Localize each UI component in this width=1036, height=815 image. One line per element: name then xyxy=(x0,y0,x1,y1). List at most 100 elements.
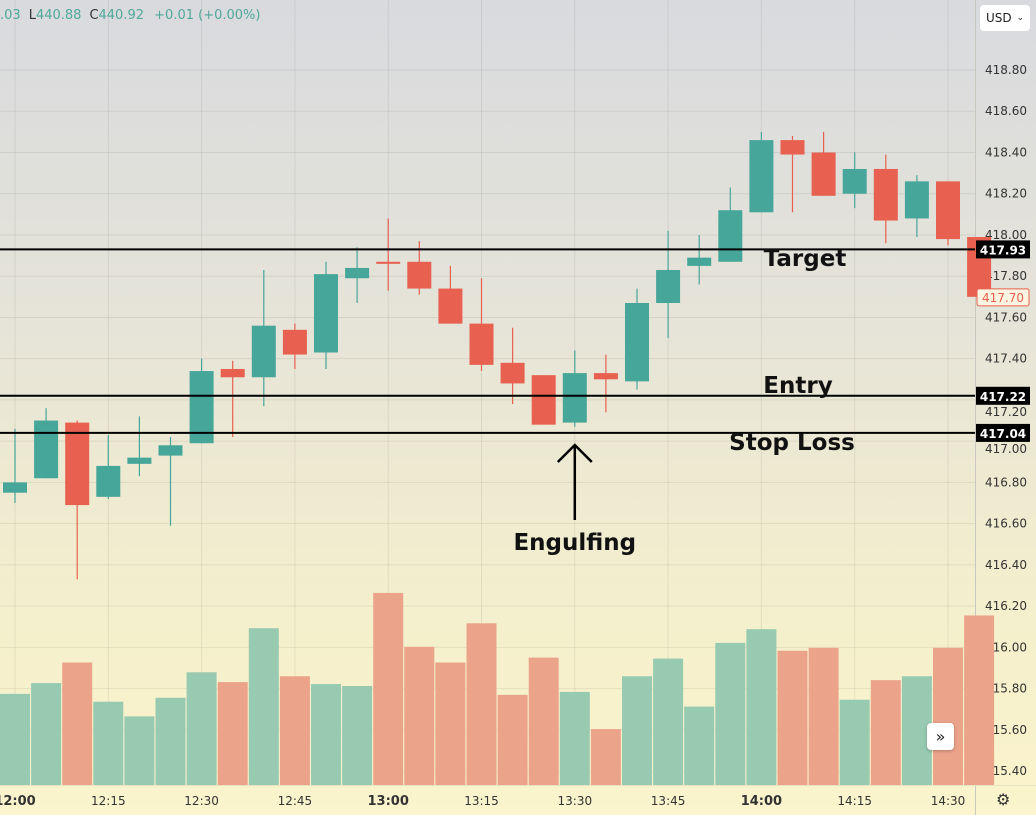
candle-down xyxy=(811,152,836,196)
candle-up xyxy=(96,465,121,497)
volume-bar xyxy=(808,647,839,785)
volume-bar xyxy=(62,662,93,785)
volume-bar xyxy=(622,676,652,785)
y-tick-label: 415.60 xyxy=(985,723,1027,737)
candle-up xyxy=(904,181,929,219)
level-price-label: 417.22 xyxy=(980,390,1026,404)
currency-label: USD xyxy=(986,11,1012,25)
candle-up xyxy=(158,445,183,456)
candle-down xyxy=(780,140,805,155)
y-tick-label: 415.80 xyxy=(985,682,1027,696)
ohlc-legend: .03 L440.88 C440.92 +0.01 (+0.00%) xyxy=(0,8,260,23)
volume-bar xyxy=(777,650,808,785)
y-tick-label: 418.40 xyxy=(985,145,1027,159)
candle-up xyxy=(345,267,370,279)
volume-bar xyxy=(684,706,715,785)
volume-bar xyxy=(311,684,341,785)
level-price-tag xyxy=(976,386,1030,405)
y-tick-label: 416.80 xyxy=(985,475,1027,489)
x-tick-label: 14:15 xyxy=(837,794,872,808)
x-tick-label: 14:00 xyxy=(741,794,782,809)
last-price-tag xyxy=(976,288,1030,307)
volume-bar xyxy=(186,672,217,785)
y-tick-label: 415.40 xyxy=(985,764,1027,778)
y-tick-label: 416.40 xyxy=(985,558,1027,572)
candle-up xyxy=(749,140,774,213)
level-text-stop-loss: Stop Loss xyxy=(729,430,855,456)
volume-bar xyxy=(435,662,466,785)
y-tick-label: 418.80 xyxy=(985,63,1027,77)
last-price-label: 417.70 xyxy=(982,291,1024,305)
volume-bar xyxy=(590,729,621,785)
volume-bar xyxy=(124,716,155,785)
x-tick-label: 12:00 xyxy=(0,794,36,809)
x-tick-label: 14:30 xyxy=(931,794,966,808)
y-tick-label: 418.00 xyxy=(985,228,1027,242)
legend-open-tail: .03 xyxy=(0,8,21,23)
y-tick-label: 416.00 xyxy=(985,640,1027,654)
legend-low-label: L xyxy=(28,8,36,23)
volume-bar xyxy=(0,693,30,785)
candle-up xyxy=(34,420,59,479)
y-tick-label: 417.80 xyxy=(985,269,1027,283)
legend-close-label: C xyxy=(89,8,99,23)
candle-down xyxy=(407,261,432,289)
candle-up xyxy=(625,303,649,382)
y-tick-label: 417.40 xyxy=(985,352,1027,366)
candle-up xyxy=(251,325,276,378)
scroll-to-realtime-button[interactable]: » xyxy=(927,723,954,750)
candle-down xyxy=(438,288,463,324)
candle-up xyxy=(3,482,27,493)
volume-bar xyxy=(217,682,248,785)
y-tick-label: 416.20 xyxy=(985,599,1027,613)
legend-close: 440.92 xyxy=(98,8,145,23)
gear-icon[interactable]: ⚙ xyxy=(996,790,1011,809)
legend-low: 440.88 xyxy=(35,8,82,23)
legend-change: +0.01 (+0.00%) xyxy=(154,8,261,23)
x-tick-label: 13:15 xyxy=(464,794,499,808)
y-tick-label: 418.60 xyxy=(985,104,1027,118)
candle-down xyxy=(376,261,401,264)
level-price-label: 417.04 xyxy=(980,427,1026,441)
candle-down xyxy=(220,368,245,378)
x-tick-label: 13:30 xyxy=(558,794,593,808)
candle-up xyxy=(842,168,867,194)
volume-bar xyxy=(559,691,590,785)
volume-bar xyxy=(373,592,404,785)
candle-down xyxy=(873,168,898,221)
currency-selector[interactable]: USD ⌄ xyxy=(980,5,1030,31)
candle-down xyxy=(500,362,525,384)
arrow-up-icon xyxy=(556,443,593,463)
candle-up xyxy=(189,371,214,444)
volume-bar xyxy=(870,680,901,785)
candle-down xyxy=(936,181,960,240)
volume-bar xyxy=(933,647,963,785)
level-price-label: 417.93 xyxy=(980,243,1026,257)
x-tick-label: 13:45 xyxy=(651,794,686,808)
volume-bar xyxy=(466,623,497,785)
y-tick-label: 417.20 xyxy=(985,405,1027,419)
x-tick-label: 13:00 xyxy=(368,794,409,809)
volume-bar xyxy=(155,697,186,785)
chevron-down-icon: ⌄ xyxy=(1016,13,1024,23)
volume-bar xyxy=(715,642,746,785)
x-tick-label: 12:15 xyxy=(91,794,126,808)
y-tick-label: 417.00 xyxy=(985,442,1027,456)
volume-bar xyxy=(404,646,435,785)
candle-up xyxy=(562,373,587,423)
level-text-target: Target xyxy=(764,246,847,272)
candle-down xyxy=(531,375,556,425)
annotation-label: Engulfing xyxy=(513,530,636,556)
volume-bar xyxy=(839,699,870,785)
level-text-entry: Entry xyxy=(763,373,832,399)
volume-bar xyxy=(31,683,62,785)
volume-bar xyxy=(901,676,932,785)
volume-bar xyxy=(279,676,310,785)
volume-bar xyxy=(497,694,528,785)
candle-down xyxy=(282,329,307,355)
candle-up xyxy=(127,457,152,464)
x-tick-label: 12:30 xyxy=(184,794,219,808)
volume-bar xyxy=(746,629,777,785)
volume-bar xyxy=(653,658,684,785)
